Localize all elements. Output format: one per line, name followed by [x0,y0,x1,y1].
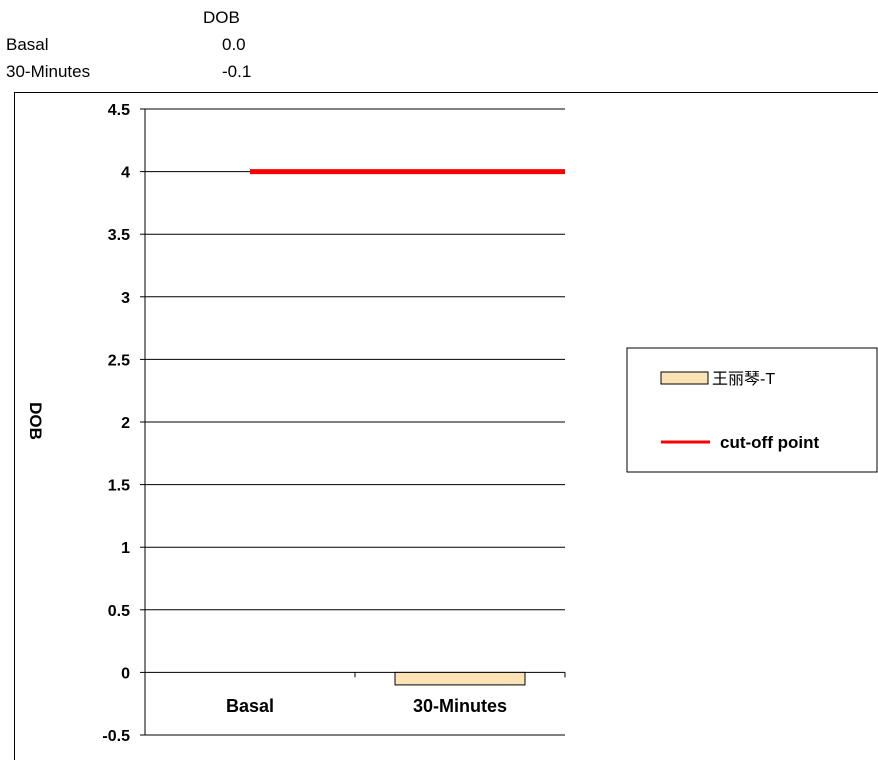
y-tick-label: -0.5 [102,728,130,745]
data-table-row-value: -0.1 [222,62,252,81]
y-axis-label: DOB [26,402,45,440]
legend-label: 王丽琴-T [712,371,775,388]
chart-area [14,92,878,760]
y-tick-label: 2 [121,415,130,432]
data-table: DOB Basal 0.0 30-Minutes -0.1 [0,0,300,92]
y-tick-label: 1.5 [108,478,130,495]
data-table-row-value: 0.0 [222,35,246,54]
y-tick-label: 4 [121,165,130,182]
data-table-header: DOB [203,8,240,27]
legend-swatch-bar [660,371,709,385]
y-tick-label: 0.5 [108,603,130,620]
legend-label: cut-off point [720,433,819,452]
y-tick-label: 4.5 [108,102,130,119]
y-tick-label: 2.5 [108,352,130,369]
x-category-label: 30-Minutes [413,696,507,716]
bar [394,671,526,686]
y-tick-label: 3.5 [108,227,130,244]
y-tick-label: 1 [121,540,130,557]
x-category-label: Basal [226,696,274,716]
y-tick-label: 3 [121,290,130,307]
data-table-row-label: Basal [6,35,49,54]
y-tick-label: 0 [121,665,130,682]
data-table-row-label: 30-Minutes [6,62,91,81]
legend-box [626,347,878,473]
